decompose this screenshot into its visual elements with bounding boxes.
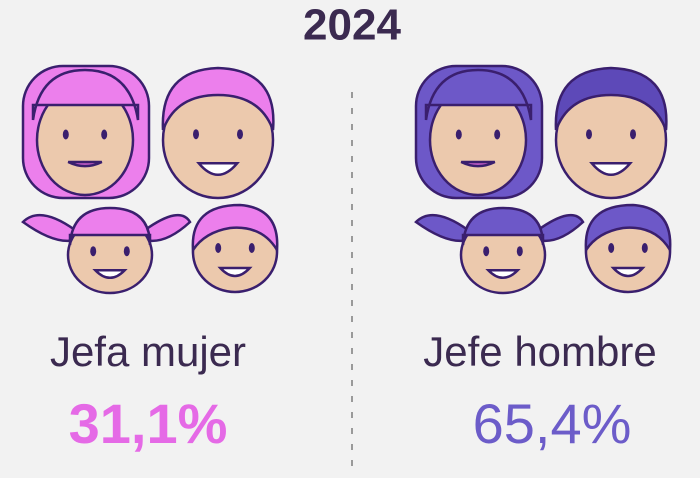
eye [193, 129, 199, 140]
pigtail [143, 213, 192, 243]
mouth [460, 160, 496, 168]
mouth [67, 160, 103, 168]
bangs [68, 206, 152, 246]
eye [630, 129, 636, 140]
eye [608, 243, 615, 253]
hair [161, 66, 275, 131]
eye [101, 129, 108, 140]
bangs [461, 206, 545, 246]
mouth [92, 268, 128, 280]
mouth [610, 266, 646, 278]
hair [554, 66, 668, 131]
bangs [31, 68, 140, 121]
eye [586, 129, 592, 140]
eye [237, 129, 243, 140]
eye [248, 243, 255, 253]
eye [62, 129, 69, 140]
mouth [217, 266, 253, 278]
eye [483, 246, 490, 257]
hair [584, 203, 672, 255]
mouth [485, 268, 521, 280]
family-illustration [21, 64, 279, 295]
hair [191, 203, 279, 255]
panel-label: Jefa mujer [50, 328, 246, 375]
pigtail [414, 213, 470, 243]
eye [123, 246, 130, 257]
family-illustration [414, 64, 672, 295]
mouth [589, 161, 633, 177]
eye [641, 243, 648, 253]
pigtail [536, 213, 585, 243]
panel-value: 65,4% [473, 392, 632, 455]
panel-label: Jefe hombre [423, 328, 656, 375]
mouth [196, 161, 240, 177]
eye [215, 243, 222, 253]
pigtail [21, 213, 77, 243]
title: 2024 [303, 1, 401, 50]
bangs [424, 68, 533, 121]
eye [516, 246, 523, 257]
panel-value: 31,1% [69, 392, 228, 455]
eye [494, 129, 501, 140]
eye [455, 129, 462, 140]
eye [90, 246, 97, 257]
